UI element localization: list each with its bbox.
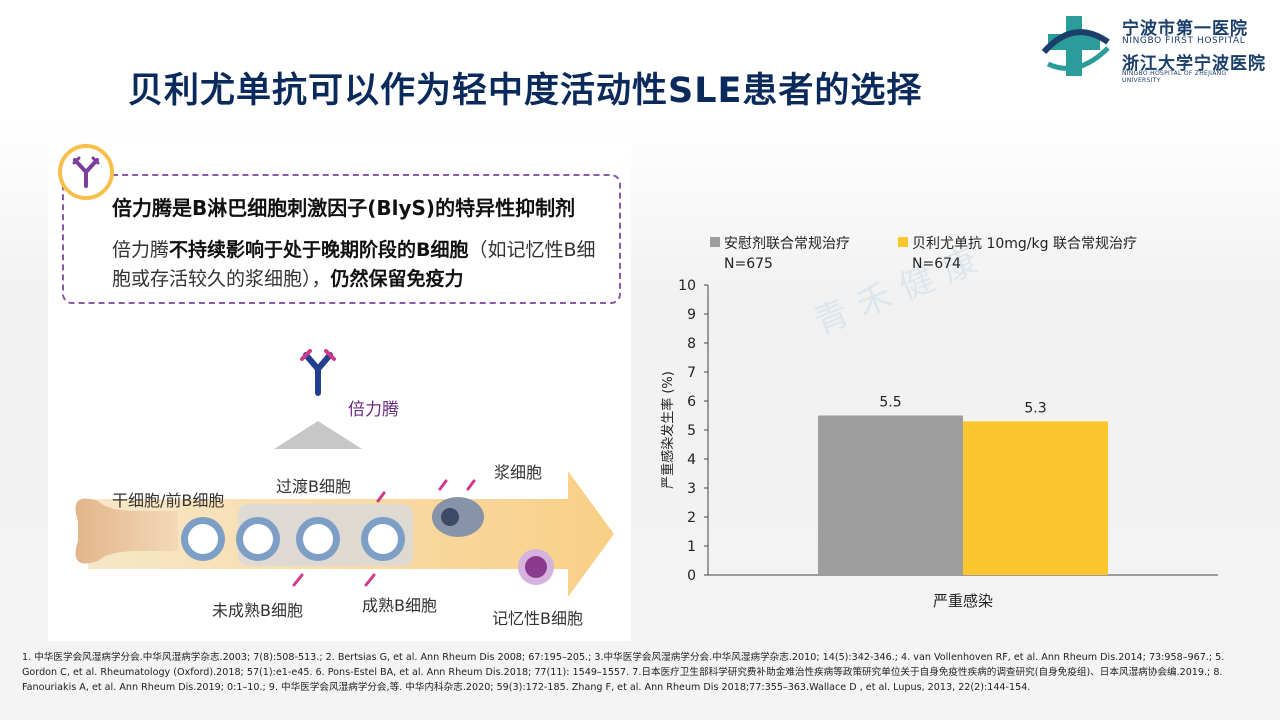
pointer-triangle: [274, 421, 362, 449]
y-tick-label: 2: [687, 510, 696, 526]
y-tick-label: 10: [678, 278, 696, 294]
drug-note-bold-1: 不持续影响于处于晚期阶段的B细胞: [169, 239, 469, 261]
y-tick-label: 3: [687, 481, 696, 497]
belimumab-antibody: [300, 349, 336, 396]
plasma-cell-label: 浆细胞: [494, 463, 543, 482]
bar-placebo: [818, 415, 963, 575]
y-tick-label: 9: [687, 307, 696, 323]
antibody-badge: [58, 144, 114, 200]
legend-n-belimumab: N=674: [912, 256, 961, 272]
stem-cell-label: 干细胞/前B细胞: [112, 491, 225, 510]
drug-note: 倍力腾不持续影响于处于晚期阶段的B细胞（如记忆性B细胞或存活较久的浆细胞），仍然…: [112, 236, 612, 294]
antibody-icon: [72, 156, 100, 188]
bone-shape: [75, 498, 178, 564]
bar-belimumab: [963, 421, 1108, 575]
immature-b-cell-label: 未成熟B细胞: [212, 601, 303, 620]
hospital-emblem-icon: [1041, 16, 1110, 76]
x-category-label: 严重感染: [933, 592, 993, 610]
plasma-cell: [432, 497, 484, 537]
legend-swatch-belimumab: [898, 237, 908, 247]
drug-description-box: [62, 174, 621, 304]
immature-b-cell-1: [236, 517, 280, 561]
drug-label: 倍力腾: [348, 400, 399, 420]
y-axis-title: 严重感染发生率 (%): [660, 371, 676, 489]
stem-cell: [181, 517, 225, 561]
hospital-logo: 宁波市第一医院 NINGBO FIRST HOSPITAL 浙江大学宁波医院 N…: [1036, 12, 1266, 84]
y-tick-label: 4: [687, 452, 696, 468]
y-tick-label: 8: [687, 336, 696, 352]
mechanism-panel: 倍力腾是B淋巴细胞刺激因子(BlyS)的特异性抑制剂 倍力腾不持续影响于处于晚期…: [48, 144, 631, 641]
legend-label-belimumab: 贝利尤单抗 10mg/kg 联合常规治疗: [912, 236, 1137, 252]
immature-b-cell-2: [296, 517, 340, 561]
b-cell-development-diagram: 倍力腾 干细胞/前B细胞 过渡B细胞 浆细胞 未成熟B细胞 成熟B细胞 记忆性B…: [48, 349, 631, 639]
memory-b-cell-label: 记忆性B细胞: [492, 609, 583, 628]
data-label: 5.5: [879, 395, 901, 411]
b-cell-diagram-graphic: [75, 349, 614, 597]
y-tick-label: 5: [687, 423, 696, 439]
drug-note-bold-2: 仍然保留免疫力: [330, 268, 464, 290]
page-title: 贝利尤单抗可以作为轻中度活动性SLE患者的选择: [128, 71, 923, 111]
legend-label-placebo: 安慰剂联合常规治疗: [724, 236, 850, 252]
serious-infection-bar-chart: 0 1 2 3 4 5 6 7 8 9 10 5.5 5.3 严重感染 严重感染发生率 (%): [660, 278, 1218, 610]
hospital-name-en: NINGBO FIRST HOSPITAL: [1122, 36, 1246, 46]
memory-b-cell: [518, 549, 554, 585]
drug-description: 倍力腾是B淋巴细胞刺激因子(BlyS)的特异性抑制剂: [112, 196, 576, 220]
university-hospital-name-en: NINGBO HOSPITAL OF ZHEJIANG UNIVERSITY: [1122, 70, 1227, 84]
references: 1. 中华医学会风湿病学分会.中华风湿病学杂志.2003; 7(8):508-5…: [22, 652, 1225, 693]
data-label: 5.3: [1024, 400, 1046, 416]
y-tick-label: 0: [687, 568, 696, 584]
y-tick-label: 7: [687, 365, 696, 381]
mature-b-cell: [361, 517, 405, 561]
y-tick-label: 1: [687, 539, 696, 555]
university-hospital-name-cn: 浙江大学宁波医院: [1122, 54, 1266, 74]
drug-note-prefix: 倍力腾: [112, 239, 170, 261]
y-tick-label: 6: [687, 394, 696, 410]
transitional-b-cell-label: 过渡B细胞: [276, 477, 351, 496]
legend-n-placebo: N=675: [724, 256, 773, 272]
hospital-name-cn: 宁波市第一医院: [1122, 19, 1248, 39]
drug-note-mid: （如记忆性B细胞或存活较久的浆细胞），: [112, 239, 596, 290]
legend-swatch-placebo: [710, 237, 720, 247]
mature-b-cell-label: 成熟B细胞: [362, 596, 437, 615]
